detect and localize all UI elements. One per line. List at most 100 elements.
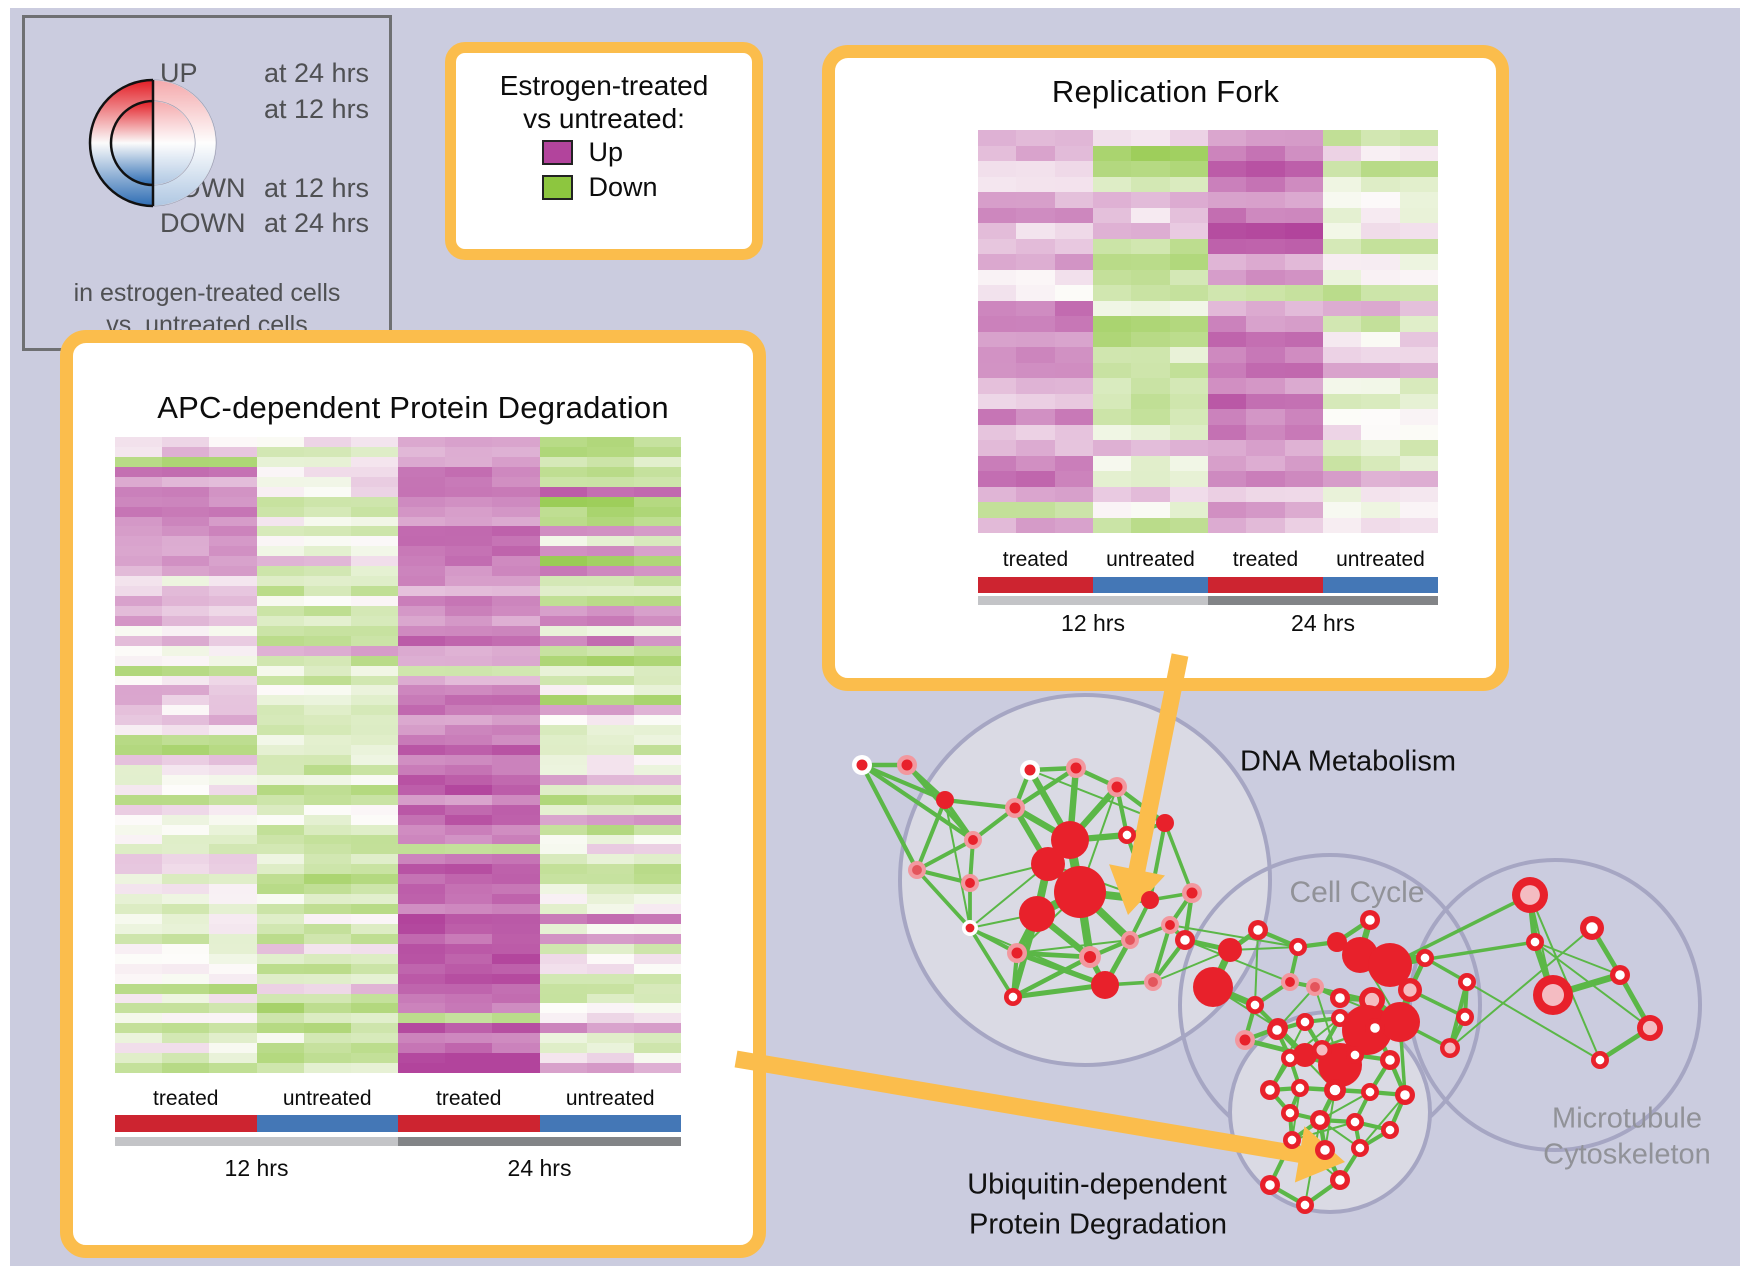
heatmap-cell: [1284, 207, 1323, 223]
heatmap-cell: [398, 755, 446, 765]
ring-legend-time: at 12 hrs: [264, 94, 370, 124]
heatmap-cell: [209, 894, 257, 905]
heatmap-cell: [1169, 455, 1208, 471]
heatmap-cell: [350, 1013, 398, 1024]
heatmap-cell: [539, 953, 587, 964]
heatmap-cell: [445, 735, 493, 746]
heatmap-cell: [115, 446, 163, 457]
heatmap-cell: [1092, 145, 1132, 161]
heatmap-cell: [539, 576, 587, 587]
heatmap-cell: [162, 437, 210, 447]
heatmap-cell: [445, 705, 493, 716]
heatmap-cell: [539, 655, 587, 666]
heatmap-cell: [1016, 362, 1055, 378]
heatmap-cell: [256, 655, 304, 666]
heatmap-cell: [162, 864, 210, 875]
heatmap-cell: [978, 471, 1017, 487]
heatmap-cell: [539, 864, 587, 875]
heatmap-cell: [492, 1023, 540, 1034]
heatmap-cell: [115, 635, 163, 646]
heatmap-cell: [115, 715, 163, 726]
heatmap-cell: [1207, 254, 1247, 270]
heatmap-cell: [1246, 331, 1285, 347]
heatmap-cell: [350, 586, 398, 596]
heatmap-cell: [256, 755, 304, 765]
heatmap-cell: [1054, 424, 1093, 440]
condition-bar-segment: [978, 577, 1093, 593]
heatmap-cell: [586, 675, 634, 686]
heatmap-cell: [350, 735, 398, 746]
heatmap-cell: [303, 814, 351, 825]
heatmap-cell: [256, 973, 304, 984]
heatmap-cell: [209, 953, 257, 964]
heatmap-cell: [445, 1033, 493, 1044]
heatmap-cell: [586, 894, 634, 905]
apc-12hrs-label: 12 hrs: [224, 1155, 289, 1181]
heatmap-cell: [1131, 486, 1170, 502]
heatmap-cell: [586, 516, 634, 527]
heatmap-cell: [633, 755, 681, 765]
heatmap-cell: [350, 973, 398, 984]
heatmap-cell: [162, 745, 210, 755]
heatmap-cell: [162, 586, 210, 596]
heatmap-cell: [445, 486, 493, 497]
heatmap-cell: [115, 516, 163, 527]
heatmap-cell: [1361, 223, 1400, 239]
heatmap-cell: [539, 685, 587, 696]
heatmap-cell: [209, 576, 257, 587]
heatmap-cell: [445, 745, 493, 755]
heatmap-cell: [303, 1053, 351, 1064]
heatmap-cell: [539, 486, 587, 497]
heatmap-cell: [162, 446, 210, 457]
heatmap-cell: [162, 735, 210, 746]
heatmap-cell: [350, 814, 398, 825]
heatmap-cell: [633, 844, 681, 855]
heatmap-cell: [445, 933, 493, 944]
heatmap-cell: [539, 695, 587, 706]
heatmap-cell: [1399, 517, 1438, 533]
heatmap-cell: [492, 1003, 540, 1014]
heatmap-cell: [162, 755, 210, 765]
heatmap-cell: [633, 625, 681, 636]
heatmap-cell: [303, 615, 351, 626]
heatmap-cell: [1322, 285, 1362, 301]
replication-fork-panel: Replication Fork treated untreated treat…: [822, 45, 1509, 691]
heatmap-cell: [445, 1043, 493, 1054]
apc-untreated-label-1: untreated: [282, 1087, 372, 1110]
heatmap-cell: [1361, 192, 1400, 208]
heatmap-cell: [303, 496, 351, 507]
heatmap-cell: [1399, 285, 1438, 301]
heatmap-cell: [1399, 362, 1438, 378]
heatmap-cell: [256, 904, 304, 914]
heatmap-cell: [492, 725, 540, 736]
heatmap-cell: [1246, 409, 1285, 425]
heatmap-cell: [350, 794, 398, 805]
heatmap-cell: [539, 735, 587, 746]
heatmap-cell: [1246, 471, 1285, 487]
heatmap-cell: [398, 973, 446, 984]
heatmap-cell: [162, 576, 210, 587]
heatmap-cell: [209, 526, 257, 537]
heatmap-cell: [1131, 238, 1170, 254]
heatmap-cell: [1054, 254, 1093, 270]
heatmap-cell: [492, 1033, 540, 1044]
heatmap-cell: [350, 943, 398, 954]
heatmap-cell: [209, 645, 257, 656]
heatmap-cell: [445, 536, 493, 547]
heatmap-cell: [1131, 471, 1170, 487]
heatmap-cell: [209, 466, 257, 477]
heatmap-cell: [303, 516, 351, 527]
heatmap-cell: [1169, 176, 1208, 192]
heatmap-cell: [398, 1033, 446, 1044]
heatmap-cell: [539, 923, 587, 934]
heatmap-cell: [1054, 486, 1093, 502]
heatmap-cell: [978, 207, 1017, 223]
heatmap-cell: [492, 526, 540, 537]
heatmap-cell: [1131, 517, 1170, 533]
heatmap-cell: [1092, 238, 1132, 254]
heatmap-cell: [1246, 130, 1285, 146]
heatmap-cell: [303, 576, 351, 587]
heatmap-cell: [162, 1053, 210, 1064]
heatmap-cell: [350, 1053, 398, 1064]
heatmap-cell: [1322, 409, 1362, 425]
